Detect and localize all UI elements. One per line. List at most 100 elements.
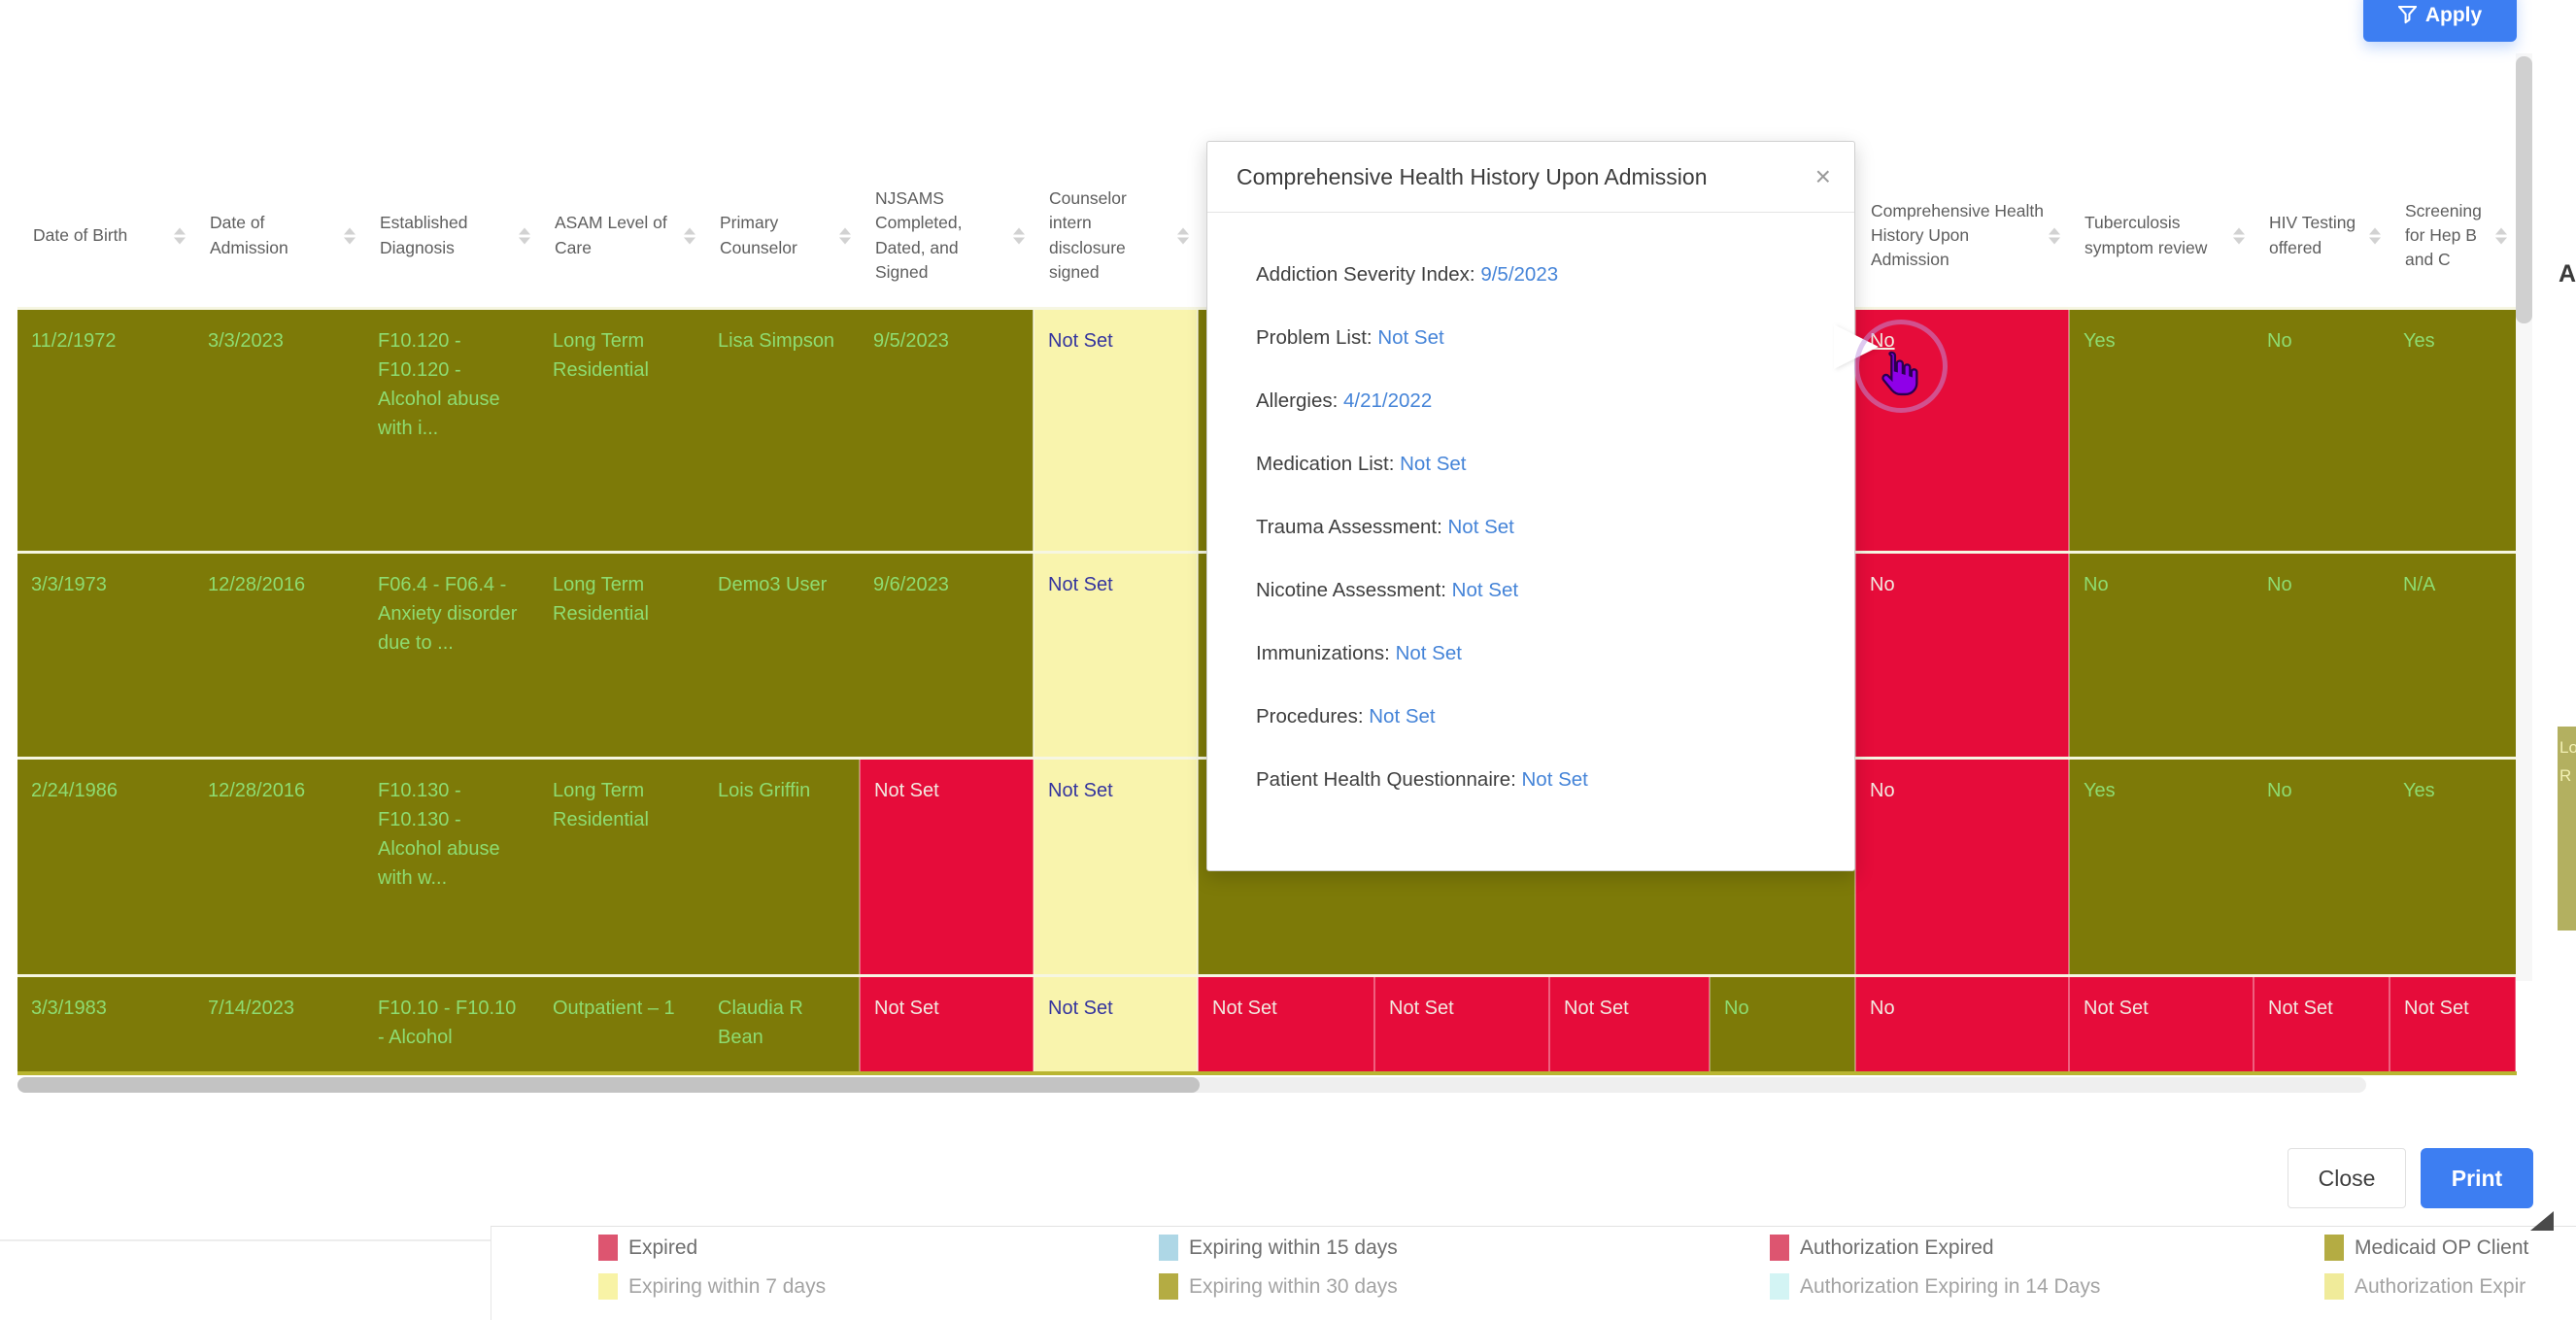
column-header-njsams-completed-dated-and-signed[interactable]: NJSAMS Completed, Dated, and Signed xyxy=(860,165,1034,308)
table-cell: Lisa Simpson xyxy=(704,308,860,552)
status-cell[interactable]: Not Set xyxy=(2390,975,2516,1073)
column-header-label: ASAM Level of Care xyxy=(555,213,667,256)
legend-panel: ExpiredExpiring within 7 daysExpiring wi… xyxy=(491,1226,2576,1320)
column-header-established-diagnosis[interactable]: Established Diagnosis xyxy=(364,165,539,308)
print-button[interactable]: Print xyxy=(2421,1148,2533,1208)
popup-item-value-link[interactable]: Not Set xyxy=(1377,326,1443,349)
status-cell[interactable]: Yes xyxy=(2390,308,2516,552)
column-header-primary-counselor[interactable]: Primary Counselor xyxy=(704,165,860,308)
column-header-date-of-birth[interactable]: Date of Birth xyxy=(17,165,194,308)
hand-cursor-icon xyxy=(1873,348,1923,403)
status-cell[interactable]: No xyxy=(1855,552,2069,758)
popup-item-label: Addiction Severity Index: xyxy=(1256,263,1480,286)
popup-item-label: Problem List: xyxy=(1256,326,1377,349)
close-button[interactable]: Close xyxy=(2288,1148,2406,1208)
popup-item-value-link[interactable]: Not Set xyxy=(1400,453,1466,475)
sort-arrows-icon[interactable] xyxy=(2369,227,2381,244)
legend-label: Expiring within 7 days xyxy=(628,1275,826,1299)
status-cell[interactable]: Not Set xyxy=(1198,975,1374,1073)
status-cell[interactable]: Not Set xyxy=(1034,308,1198,552)
vertical-scrollbar-thumb[interactable] xyxy=(2516,56,2532,323)
status-cell[interactable]: No xyxy=(1855,758,2069,975)
legend-label: Authorization Expir xyxy=(2355,1275,2525,1299)
column-header-label: Counselor intern disclosure signed xyxy=(1049,188,1127,282)
column-header-hiv-testing-offered[interactable]: HIV Testing offered xyxy=(2254,165,2390,308)
status-cell[interactable]: Not Set xyxy=(1034,552,1198,758)
status-cell[interactable]: No xyxy=(2254,758,2390,975)
sort-arrows-icon[interactable] xyxy=(684,227,695,244)
clipped-tooltip-line: Lo xyxy=(2559,734,2574,762)
popup-item-value-link[interactable]: 9/5/2023 xyxy=(1480,263,1558,286)
table-cell: 3/3/1973 xyxy=(17,552,194,758)
column-header-counselor-intern-disclosure-signed[interactable]: Counselor intern disclosure signed xyxy=(1034,165,1198,308)
table-cell: F10.10 - F10.10 - Alcohol xyxy=(364,975,539,1073)
status-cell[interactable]: Not Set xyxy=(1374,975,1549,1073)
column-header-asam-level-of-care[interactable]: ASAM Level of Care xyxy=(539,165,704,308)
column-header-label: NJSAMS Completed, Dated, and Signed xyxy=(875,188,963,282)
sort-arrows-icon[interactable] xyxy=(1177,227,1189,244)
popup-item-problem-list: Problem List: Not Set xyxy=(1256,326,1825,350)
popup-item-trauma-assessment: Trauma Assessment: Not Set xyxy=(1256,516,1825,539)
legend-label: Medicaid OP Client xyxy=(2355,1236,2528,1260)
popup-item-addiction-severity-index: Addiction Severity Index: 9/5/2023 xyxy=(1256,263,1825,287)
status-cell[interactable]: Yes xyxy=(2390,758,2516,975)
sort-arrows-icon[interactable] xyxy=(344,227,356,244)
popup-item-value-link[interactable]: Not Set xyxy=(1452,579,1518,601)
status-cell[interactable]: Not Set xyxy=(1034,975,1198,1073)
status-cell[interactable]: 9/5/2023 xyxy=(860,308,1034,552)
status-cell[interactable]: No xyxy=(1710,975,1855,1073)
column-header-label: Screening for Hep B and C xyxy=(2405,201,2482,270)
sort-arrows-icon[interactable] xyxy=(2049,227,2060,244)
table-cell: 7/14/2023 xyxy=(194,975,364,1073)
column-header-comprehensive-health-history-upon-admission[interactable]: Comprehensive Health History Upon Admiss… xyxy=(1855,165,2069,308)
popup-item-value-link[interactable]: 4/21/2022 xyxy=(1343,389,1432,412)
status-cell[interactable]: N/A xyxy=(2390,552,2516,758)
popup-item-value-link[interactable]: Not Set xyxy=(1369,705,1435,728)
sort-arrows-icon[interactable] xyxy=(839,227,851,244)
status-cell[interactable]: Yes xyxy=(2069,308,2254,552)
column-header-screening-for-hep-b-and-c[interactable]: Screening for Hep B and C xyxy=(2390,165,2516,308)
popup-item-value-link[interactable]: Not Set xyxy=(1447,516,1513,538)
close-icon[interactable]: × xyxy=(1815,163,1831,190)
status-cell[interactable]: Not Set xyxy=(860,975,1034,1073)
popup-item-label: Immunizations: xyxy=(1256,642,1396,664)
status-cell[interactable]: Not Set xyxy=(2069,975,2254,1073)
popup-item-value-link[interactable]: Not Set xyxy=(1396,642,1462,664)
legend-swatch-icon xyxy=(598,1235,618,1261)
status-cell[interactable]: No xyxy=(2069,552,2254,758)
status-cell[interactable]: Not Set xyxy=(1549,975,1710,1073)
legend-swatch-icon xyxy=(1159,1235,1178,1261)
status-cell[interactable]: No xyxy=(1855,975,2069,1073)
sort-arrows-icon[interactable] xyxy=(1013,227,1025,244)
column-header-date-of-admission[interactable]: Date of Admission xyxy=(194,165,364,308)
legend-item-authorization-expired: Authorization Expired xyxy=(1770,1235,1994,1261)
status-cell[interactable]: Not Set xyxy=(1034,758,1198,975)
status-cell[interactable]: Yes xyxy=(2069,758,2254,975)
apply-button[interactable]: Apply xyxy=(2363,0,2517,42)
status-cell[interactable]: 9/6/2023 xyxy=(860,552,1034,758)
status-cell[interactable]: No xyxy=(2254,552,2390,758)
popup-item-label: Patient Health Questionnaire: xyxy=(1256,768,1522,791)
legend-swatch-icon xyxy=(1159,1273,1178,1300)
popup-item-label: Nicotine Assessment: xyxy=(1256,579,1452,601)
sort-arrows-icon[interactable] xyxy=(519,227,530,244)
table-cell: Lois Griffin xyxy=(704,758,860,975)
popup-item-patient-health-questionnaire: Patient Health Questionnaire: Not Set xyxy=(1256,768,1825,792)
status-cell[interactable]: No xyxy=(2254,308,2390,552)
column-header-label: Date of Birth xyxy=(33,225,127,245)
column-header-label: HIV Testing offered xyxy=(2269,213,2356,256)
popup-item-label: Trauma Assessment: xyxy=(1256,516,1447,538)
sort-arrows-icon[interactable] xyxy=(174,227,186,244)
sort-arrows-icon[interactable] xyxy=(2495,227,2507,244)
status-cell[interactable]: Not Set xyxy=(860,758,1034,975)
table-cell: F06.4 - F06.4 - Anxiety disorder due to … xyxy=(364,552,539,758)
sort-arrows-icon[interactable] xyxy=(2233,227,2245,244)
status-cell[interactable]: Not Set xyxy=(2254,975,2390,1073)
table-cell: 11/2/1972 xyxy=(17,308,194,552)
clipped-tooltip-line: R xyxy=(2559,762,2574,791)
column-header-tuberculosis-symptom-review[interactable]: Tuberculosis symptom review xyxy=(2069,165,2254,308)
popup-item-value-link[interactable]: Not Set xyxy=(1522,768,1588,791)
table-cell: 3/3/1983 xyxy=(17,975,194,1073)
horizontal-scrollbar-thumb[interactable] xyxy=(17,1077,1200,1093)
resize-handle-icon[interactable] xyxy=(2529,1210,2555,1236)
